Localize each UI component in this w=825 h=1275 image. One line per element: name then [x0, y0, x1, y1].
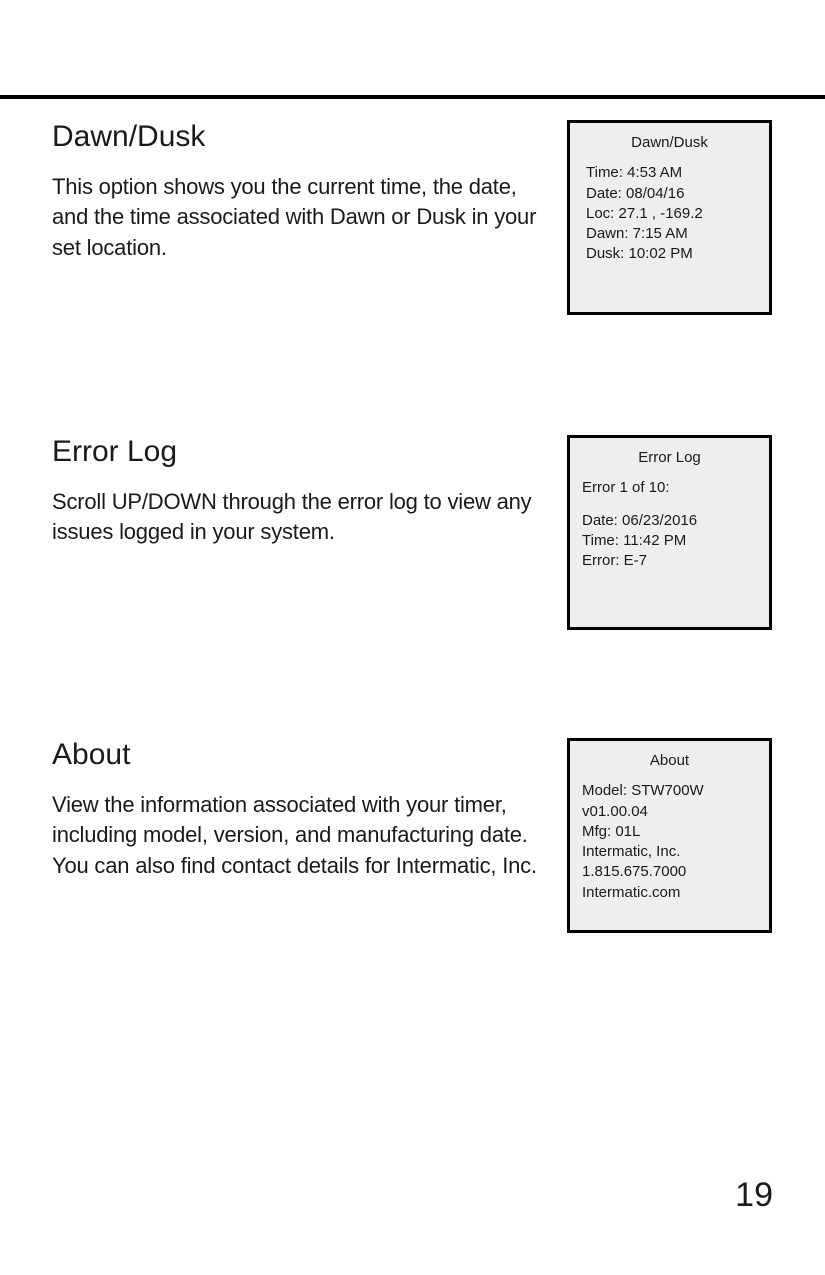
error-log-title: Error Log: [52, 435, 537, 469]
page-content: Dawn/Dusk This option shows you the curr…: [52, 120, 787, 933]
error-log-text: Error Log Scroll UP/DOWN through the err…: [52, 435, 537, 548]
error-log-lcd-body: Error 1 of 10: Date: 06/23/2016 Time: 11…: [582, 478, 757, 571]
dawn-dusk-lcd-time: Time: 4:53 AM: [586, 163, 757, 183]
error-log-lcd-date: Date: 06/23/2016: [582, 511, 757, 531]
error-log-lcd-time: Time: 11:42 PM: [582, 531, 757, 551]
lcd-spacer: [582, 499, 757, 511]
page-number: 19: [735, 1176, 773, 1215]
dawn-dusk-lcd-title: Dawn/Dusk: [582, 133, 757, 153]
dawn-dusk-lcd: Dawn/Dusk Time: 4:53 AM Date: 08/04/16 L…: [567, 120, 772, 315]
dawn-dusk-text: Dawn/Dusk This option shows you the curr…: [52, 120, 537, 263]
about-lcd-body: Model: STW700W v01.00.04 Mfg: 01L Interm…: [582, 781, 757, 903]
error-log-lcd: Error Log Error 1 of 10: Date: 06/23/201…: [567, 435, 772, 630]
dawn-dusk-body: This option shows you the current time, …: [52, 172, 537, 263]
error-log-section: Error Log Scroll UP/DOWN through the err…: [52, 435, 787, 630]
about-section: About View the information associated wi…: [52, 738, 787, 933]
about-lcd-title: About: [582, 751, 757, 771]
about-text: About View the information associated wi…: [52, 738, 537, 881]
about-title: About: [52, 738, 537, 772]
dawn-dusk-lcd-body: Time: 4:53 AM Date: 08/04/16 Loc: 27.1 ,…: [582, 163, 757, 264]
about-lcd-version: v01.00.04: [582, 802, 757, 822]
error-log-lcd-error: Error: E-7: [582, 551, 757, 571]
about-lcd: About Model: STW700W v01.00.04 Mfg: 01L …: [567, 738, 772, 933]
about-lcd-mfg: Mfg: 01L: [582, 822, 757, 842]
dawn-dusk-lcd-date: Date: 08/04/16: [586, 184, 757, 204]
about-lcd-company: Intermatic, Inc.: [582, 842, 757, 862]
error-log-lcd-title: Error Log: [582, 448, 757, 468]
about-lcd-website: Intermatic.com: [582, 883, 757, 903]
dawn-dusk-title: Dawn/Dusk: [52, 120, 537, 154]
dawn-dusk-section: Dawn/Dusk This option shows you the curr…: [52, 120, 787, 315]
top-horizontal-rule: [0, 95, 825, 99]
about-body: View the information associated with you…: [52, 790, 537, 881]
error-log-lcd-counter: Error 1 of 10:: [582, 478, 757, 498]
dawn-dusk-lcd-loc: Loc: 27.1 , -169.2: [586, 204, 757, 224]
about-lcd-model: Model: STW700W: [582, 781, 757, 801]
dawn-dusk-lcd-dusk: Dusk: 10:02 PM: [586, 244, 757, 264]
about-lcd-phone: 1.815.675.7000: [582, 862, 757, 882]
dawn-dusk-lcd-dawn: Dawn: 7:15 AM: [586, 224, 757, 244]
error-log-body: Scroll UP/DOWN through the error log to …: [52, 487, 537, 548]
